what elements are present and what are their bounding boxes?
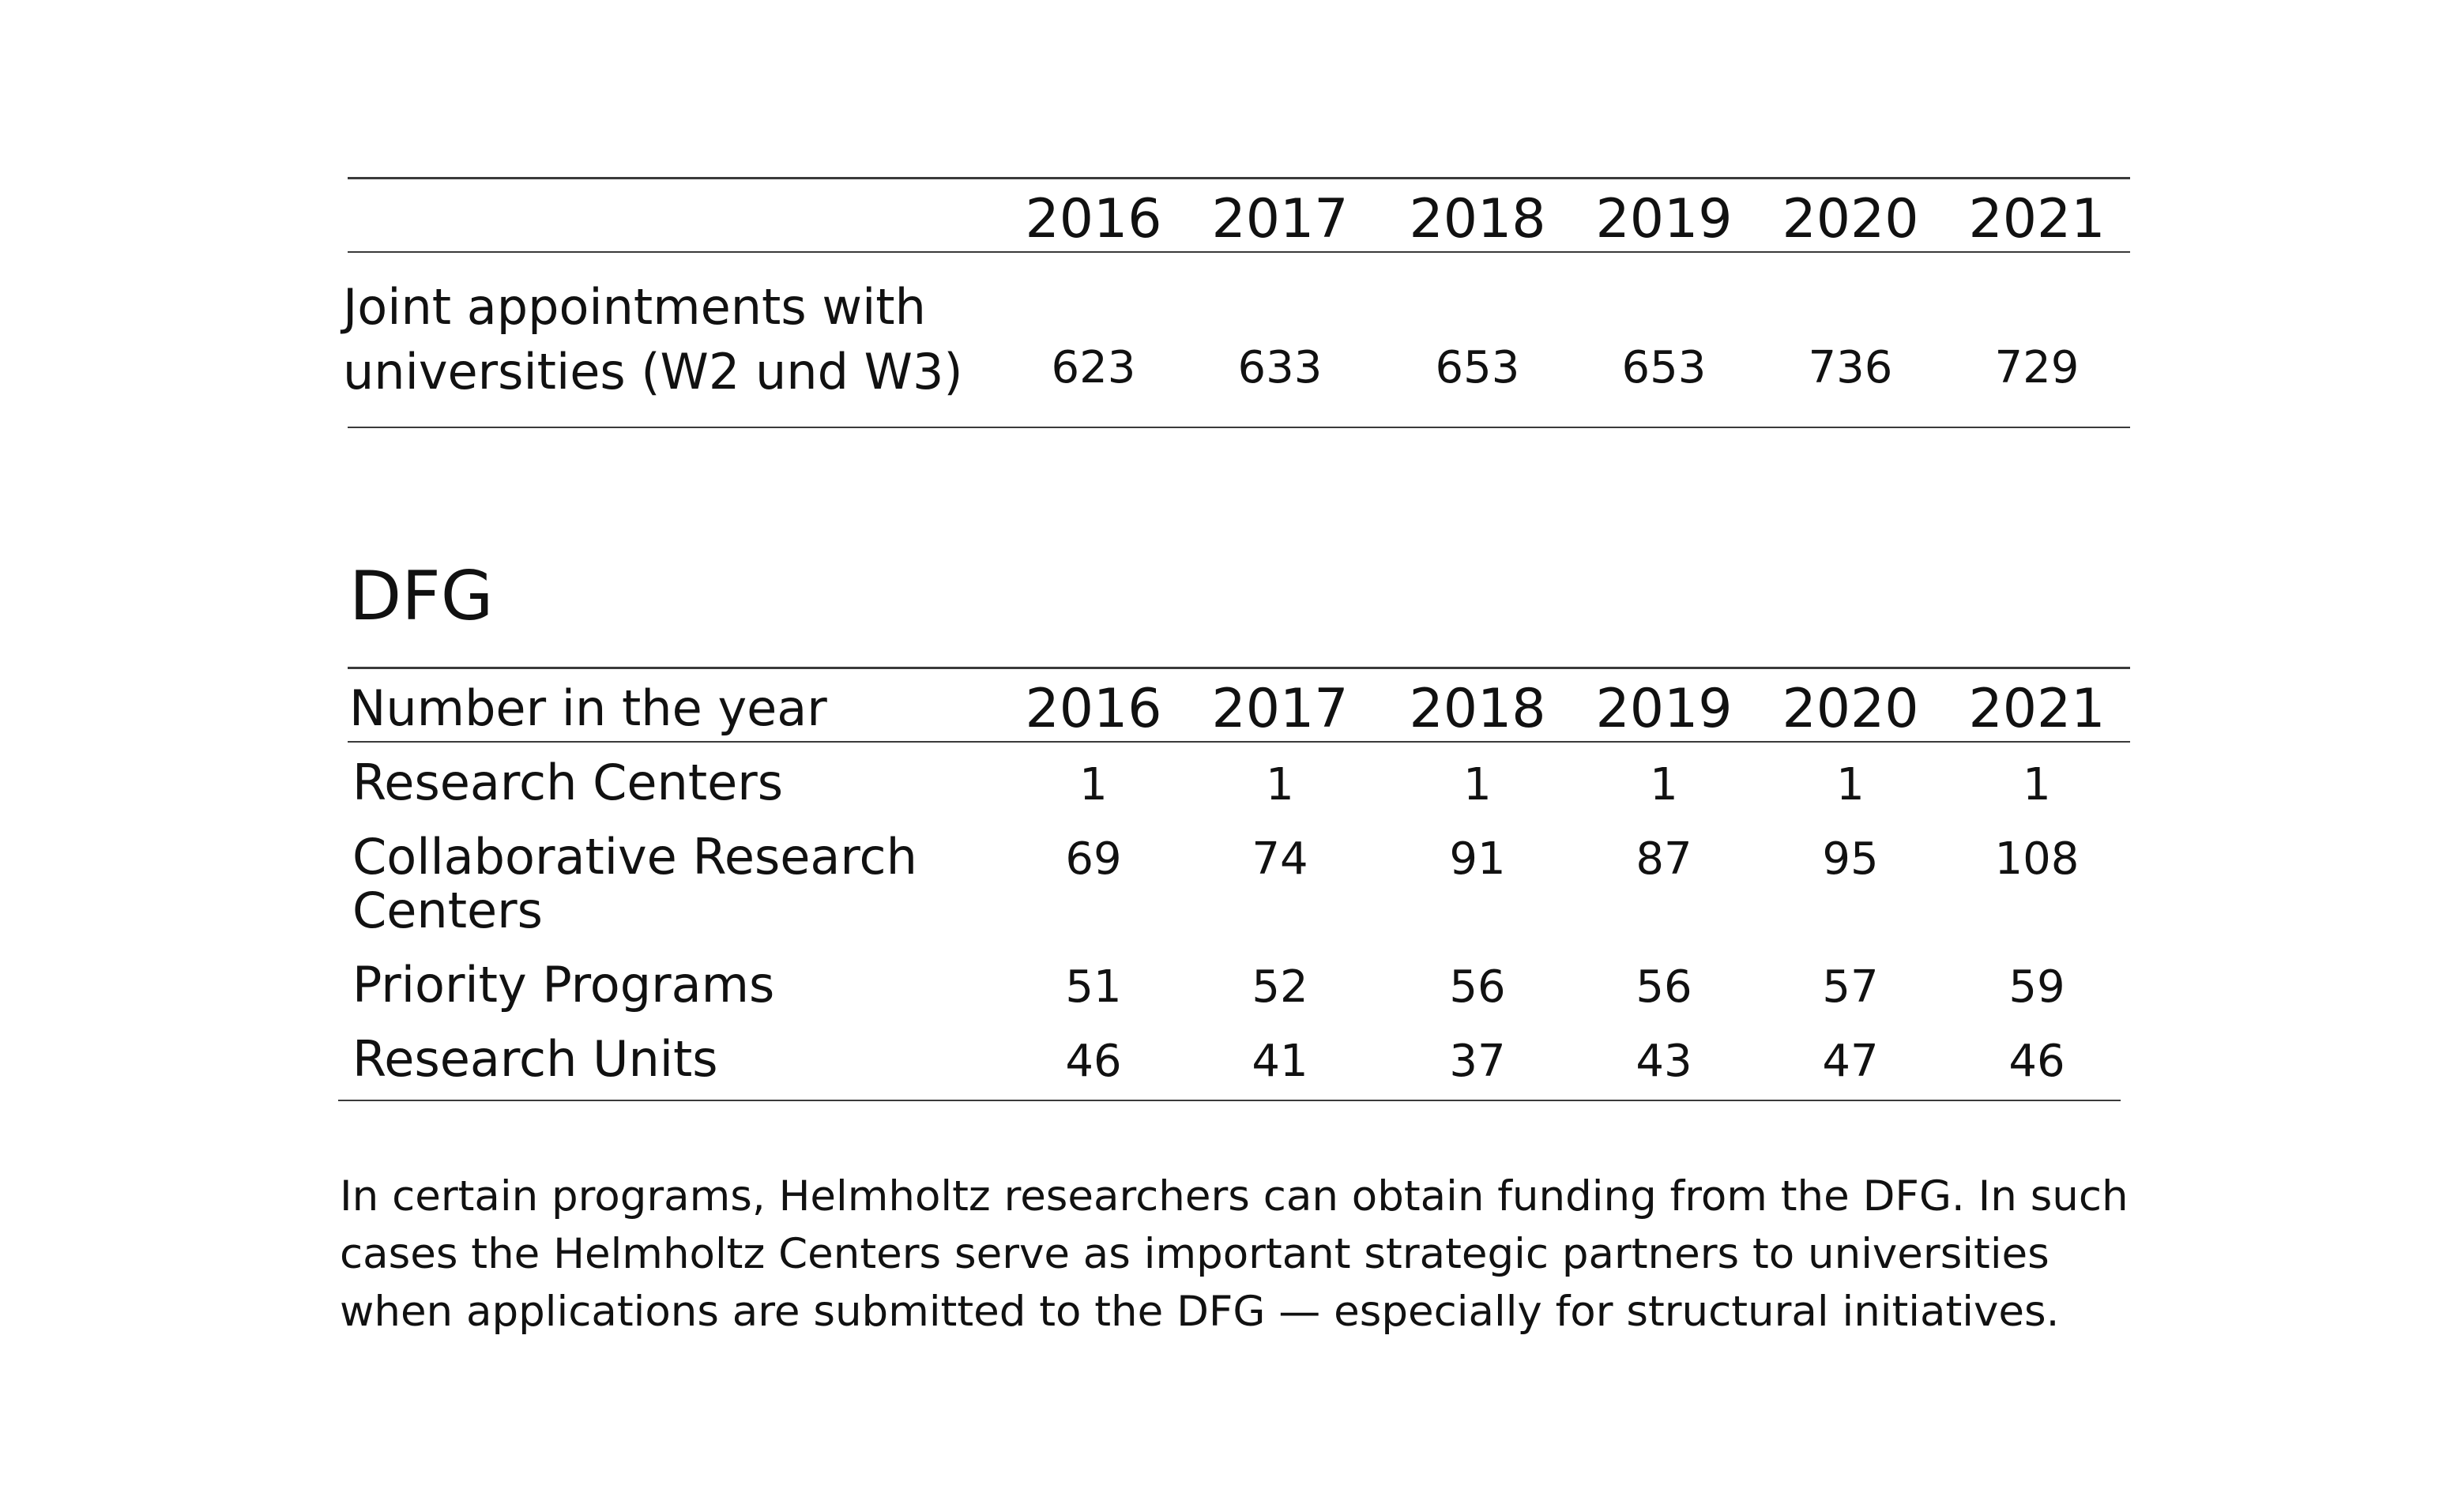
value-cell: 56 <box>1449 961 1506 1013</box>
header-label: Number in the year <box>349 679 827 737</box>
year-header-2021: 2021 <box>1968 188 2106 250</box>
row-label-priority-programs: Priority Programs <box>352 956 775 1014</box>
table-top-rule <box>348 177 2130 179</box>
year-header-2016: 2016 <box>1025 188 1162 250</box>
paragraph-line: when applications are submitted to the D… <box>340 1288 2060 1336</box>
paragraph-line: cases the Helmholtz Centers serve as imp… <box>340 1230 2050 1278</box>
table-bottom-rule <box>348 427 2130 428</box>
header-rule <box>348 251 2130 253</box>
value-cell: 74 <box>1252 833 1308 885</box>
value-cell: 95 <box>1822 833 1879 885</box>
value-cell: 108 <box>1994 833 2080 885</box>
value-cell: 51 <box>1065 961 1122 1013</box>
value-cell: 1 <box>1463 759 1492 811</box>
year-header-2019: 2019 <box>1595 188 1733 250</box>
value-2021: 729 <box>1994 342 2080 393</box>
table-bottom-rule <box>338 1100 2121 1101</box>
value-cell: 91 <box>1449 833 1506 885</box>
value-cell: 57 <box>1822 961 1879 1013</box>
value-cell: 46 <box>2008 1036 2065 1087</box>
year-header-2016: 2016 <box>1025 678 1162 740</box>
value-cell: 1 <box>1079 759 1108 811</box>
row-label-joint-appointments: Joint appointments with universities (W2… <box>343 275 975 404</box>
year-header-2017: 2017 <box>1211 188 1349 250</box>
value-cell: 56 <box>1636 961 1692 1013</box>
value-cell: 59 <box>2008 961 2065 1013</box>
year-header-2017: 2017 <box>1211 678 1349 740</box>
table-top-rule <box>348 667 2130 669</box>
dfg-description: In certain programs, Helmholtz researche… <box>340 1168 2157 1341</box>
year-header-2019: 2019 <box>1595 678 1733 740</box>
value-cell: 69 <box>1065 833 1122 885</box>
value-cell: 37 <box>1449 1036 1506 1087</box>
year-header-2021: 2021 <box>1968 678 2106 740</box>
value-cell: 47 <box>1822 1036 1879 1087</box>
value-2020: 736 <box>1808 342 1893 393</box>
value-cell: 43 <box>1636 1036 1692 1087</box>
year-header-2020: 2020 <box>1782 188 1919 250</box>
value-2018: 653 <box>1435 342 1520 393</box>
header-rule <box>348 741 2130 743</box>
paragraph-line: In certain programs, Helmholtz researche… <box>340 1172 2129 1221</box>
year-header-2018: 2018 <box>1409 188 1546 250</box>
value-cell: 1 <box>1650 759 1678 811</box>
row-label-research-centers: Research Centers <box>352 754 784 811</box>
row-label-line: Joint appointments with <box>343 278 926 336</box>
value-cell: 46 <box>1065 1036 1122 1087</box>
value-2019: 653 <box>1621 342 1707 393</box>
value-2016: 623 <box>1051 342 1136 393</box>
row-label-collaborative-research-centers-line2: Centers <box>352 882 543 939</box>
row-label-collaborative-research-centers: Collaborative Research <box>352 828 917 886</box>
value-cell: 52 <box>1252 961 1308 1013</box>
row-label-line: universities (W2 und W3) <box>343 343 963 401</box>
value-cell: 41 <box>1252 1036 1308 1087</box>
value-2017: 633 <box>1237 342 1323 393</box>
value-cell: 1 <box>1836 759 1865 811</box>
section-title-dfg: DFG <box>349 557 494 636</box>
value-cell: 1 <box>2023 759 2051 811</box>
value-cell: 87 <box>1636 833 1692 885</box>
row-label-research-units: Research Units <box>352 1030 718 1088</box>
year-header-2018: 2018 <box>1409 678 1546 740</box>
year-header-2020: 2020 <box>1782 678 1919 740</box>
value-cell: 1 <box>1266 759 1294 811</box>
